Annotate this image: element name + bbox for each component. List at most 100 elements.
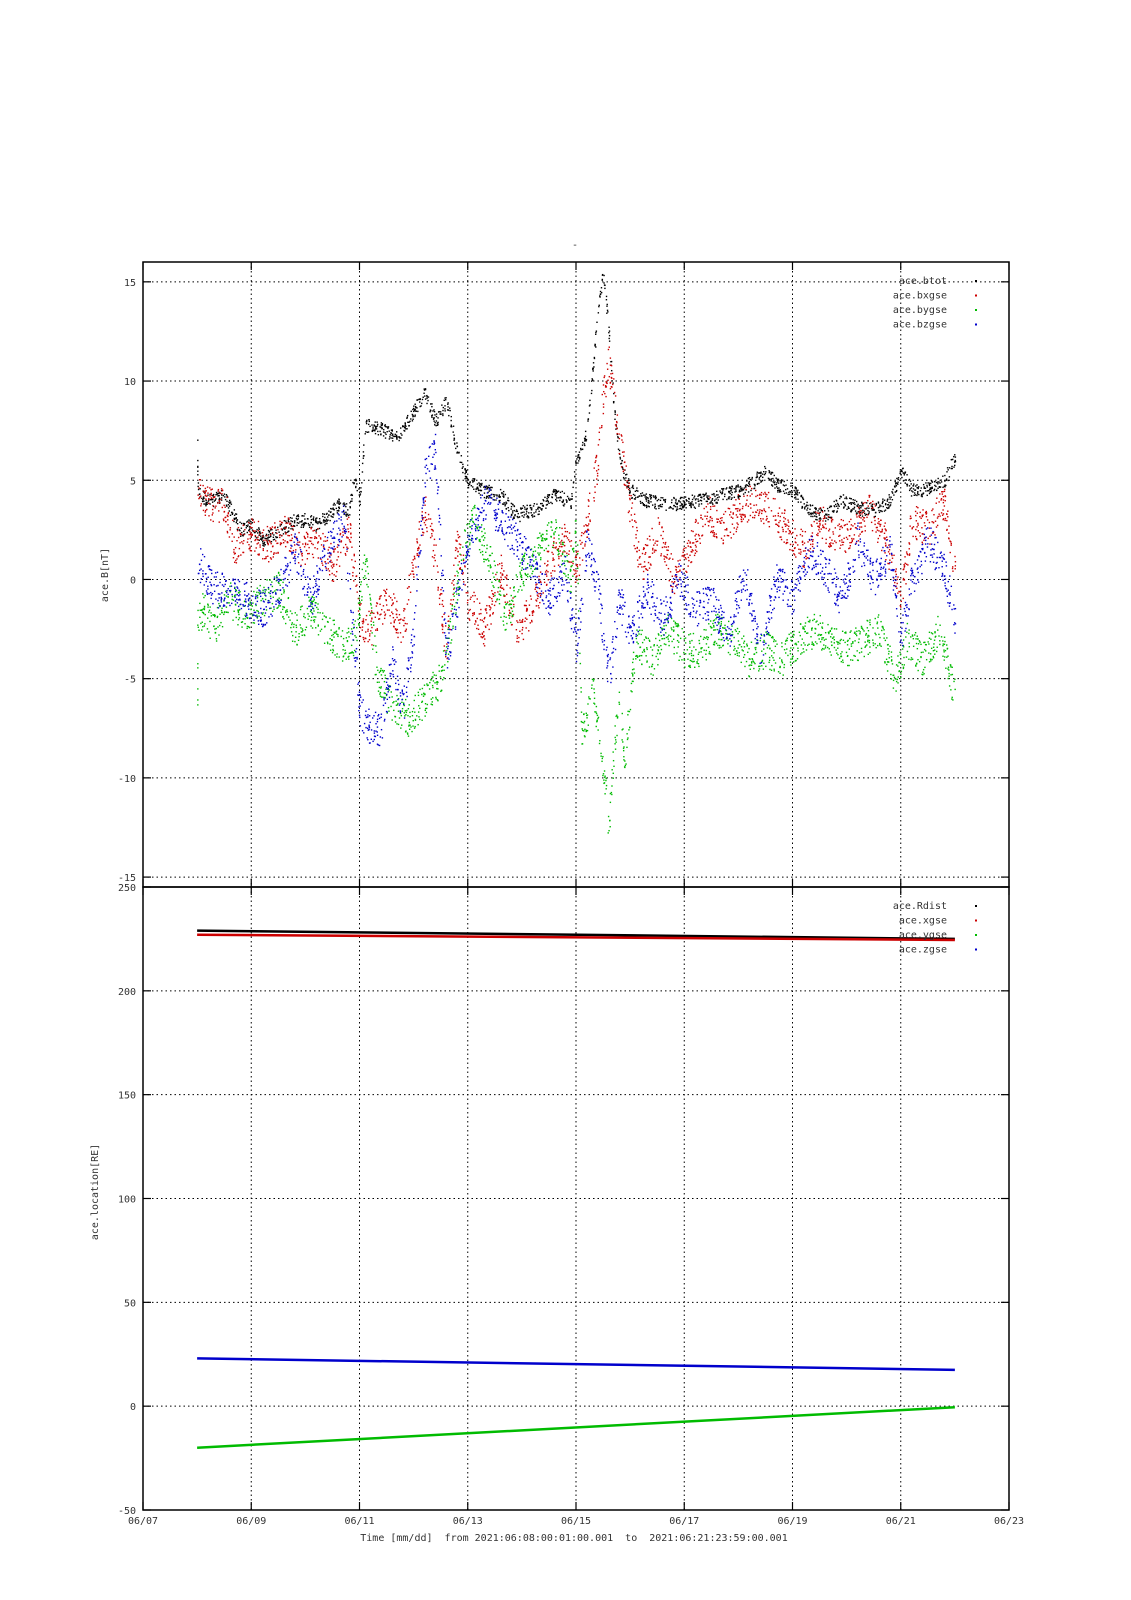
- data-point: [342, 534, 344, 536]
- data-point: [328, 573, 331, 576]
- data-point: [747, 485, 750, 487]
- data-point: [526, 563, 529, 565]
- data-point: [900, 469, 903, 471]
- data-point: [413, 707, 415, 710]
- data-point: [231, 512, 234, 514]
- data-point: [706, 518, 708, 520]
- data-point: [391, 604, 393, 607]
- data-point: [654, 505, 656, 507]
- data-point: [947, 516, 949, 518]
- data-point: [384, 697, 386, 699]
- data-point: [654, 497, 657, 499]
- data-point: [365, 570, 367, 572]
- data-point: [830, 519, 833, 521]
- data-point: [516, 510, 519, 513]
- data-point: [280, 598, 282, 601]
- data-point: [695, 518, 697, 521]
- data-point: [875, 504, 877, 506]
- data-point: [254, 550, 256, 552]
- data-point: [569, 540, 571, 543]
- data-point: [287, 597, 290, 599]
- data-point: [406, 414, 409, 417]
- data-point: [851, 539, 854, 541]
- data-point: [794, 491, 797, 493]
- data-point: [358, 624, 360, 626]
- data-point: [814, 512, 816, 514]
- data-point: [488, 484, 490, 487]
- data-point: [902, 579, 905, 581]
- data-point: [681, 504, 683, 507]
- data-point: [867, 514, 869, 516]
- data-point: [906, 553, 908, 555]
- data-point: [391, 440, 394, 442]
- data-point: [578, 451, 581, 453]
- data-point: [396, 704, 399, 706]
- data-point: [355, 585, 357, 587]
- data-point: [410, 726, 412, 728]
- data-point: [396, 609, 398, 612]
- data-point: [421, 693, 423, 696]
- data-point: [367, 431, 370, 433]
- data-point: [256, 597, 259, 599]
- data-point: [493, 604, 496, 607]
- data-point: [326, 520, 328, 522]
- data-point: [453, 605, 456, 608]
- data-point: [541, 533, 544, 536]
- data-point: [241, 626, 243, 628]
- data-point: [557, 497, 560, 499]
- data-point: [839, 528, 841, 531]
- data-point: [849, 542, 851, 544]
- data-point: [256, 537, 258, 539]
- data-point: [424, 709, 426, 712]
- data-point: [468, 483, 471, 486]
- data-point: [228, 501, 230, 503]
- data-point: [538, 592, 540, 595]
- data-point: [558, 538, 560, 540]
- data-point: [716, 501, 718, 504]
- data-point: [416, 552, 418, 555]
- data-point: [359, 601, 361, 603]
- data-point: [931, 509, 933, 512]
- data-point: [277, 552, 279, 554]
- data-point: [942, 486, 944, 489]
- data-point: [662, 542, 665, 544]
- data-point: [422, 695, 425, 697]
- data-point: [371, 626, 373, 629]
- data-point: [663, 558, 666, 560]
- data-point: [948, 532, 950, 534]
- data-point: [247, 538, 249, 540]
- data-point: [818, 520, 820, 522]
- data-point: [474, 623, 476, 625]
- data-point: [204, 613, 206, 616]
- data-point: [206, 508, 208, 511]
- data-point: [275, 529, 277, 531]
- data-point: [524, 617, 527, 619]
- data-point: [486, 624, 489, 626]
- data-point: [616, 432, 618, 435]
- data-point: [248, 548, 251, 550]
- data-point: [760, 491, 763, 494]
- data-point: [349, 541, 352, 543]
- data-point: [650, 494, 652, 496]
- data-point: [572, 482, 575, 484]
- data-point: [324, 520, 326, 522]
- data-point: [954, 565, 957, 567]
- data-point: [368, 418, 370, 421]
- data-point: [698, 493, 700, 496]
- data-point: [363, 640, 366, 643]
- data-point: [248, 626, 251, 629]
- data-point: [498, 598, 501, 601]
- data-point: [599, 295, 601, 297]
- data-point: [560, 555, 562, 557]
- data-point: [799, 548, 802, 551]
- data-point: [773, 474, 775, 477]
- data-point: [351, 546, 353, 548]
- data-point: [500, 578, 503, 581]
- data-point: [480, 489, 482, 492]
- data-point: [666, 557, 668, 559]
- data-point: [546, 583, 548, 586]
- data-point: [333, 563, 335, 565]
- data-point: [374, 421, 376, 423]
- data-point: [817, 512, 819, 514]
- data-point: [252, 613, 254, 615]
